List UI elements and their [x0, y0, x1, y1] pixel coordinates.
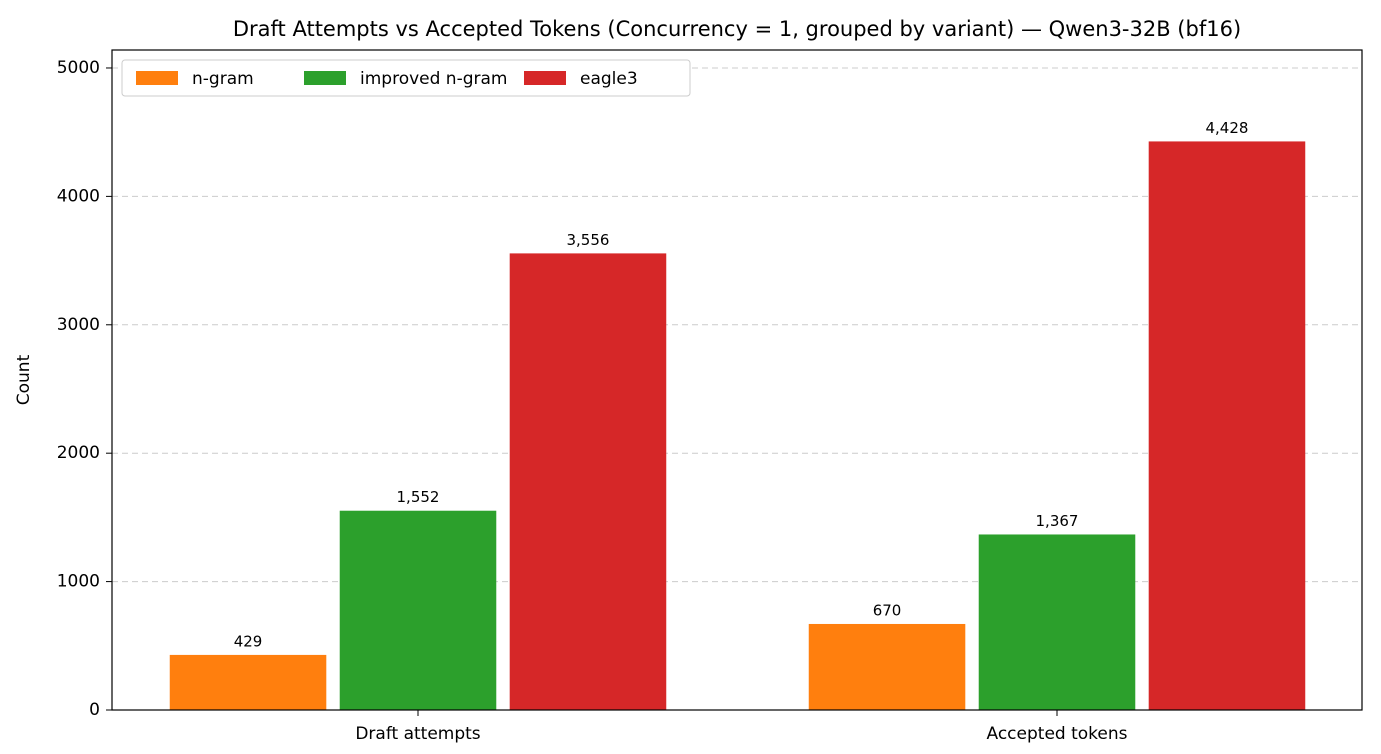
legend-label: n-gram: [192, 69, 254, 89]
bar: [1148, 141, 1306, 710]
legend-frame: [121, 59, 691, 97]
legend-swatch: [524, 71, 566, 85]
value-label: 1,367: [1036, 512, 1079, 530]
y-tick-label: 3000: [57, 315, 100, 335]
y-tick-label: 0: [89, 700, 100, 720]
y-axis-label: Count: [14, 354, 34, 405]
y-tick-label: 5000: [57, 58, 100, 78]
y-tick-label: 1000: [57, 572, 100, 592]
y-tick-label: 2000: [57, 443, 100, 463]
x-tick-label: Accepted tokens: [987, 724, 1128, 744]
value-label: 3,556: [566, 231, 609, 249]
legend-swatch: [136, 71, 178, 85]
y-tick-label: 4000: [57, 186, 100, 206]
x-tick-label: Draft attempts: [355, 724, 480, 744]
bar: [808, 623, 966, 710]
legend-swatch: [304, 71, 346, 85]
legend-label: eagle3: [580, 69, 638, 89]
legend-label: improved n-gram: [360, 69, 507, 89]
bar: [978, 534, 1136, 710]
bar: [509, 253, 667, 710]
bar: [169, 654, 327, 710]
bar: [339, 510, 497, 710]
value-label: 429: [234, 632, 263, 650]
chart-title: Draft Attempts vs Accepted Tokens (Concu…: [233, 17, 1241, 41]
value-label: 670: [873, 601, 902, 619]
value-label: 4,428: [1205, 119, 1248, 137]
value-label: 1,552: [397, 488, 440, 506]
legend: n-gram improved n-gram eagle3: [121, 59, 691, 97]
plot-frame: [111, 49, 1363, 711]
